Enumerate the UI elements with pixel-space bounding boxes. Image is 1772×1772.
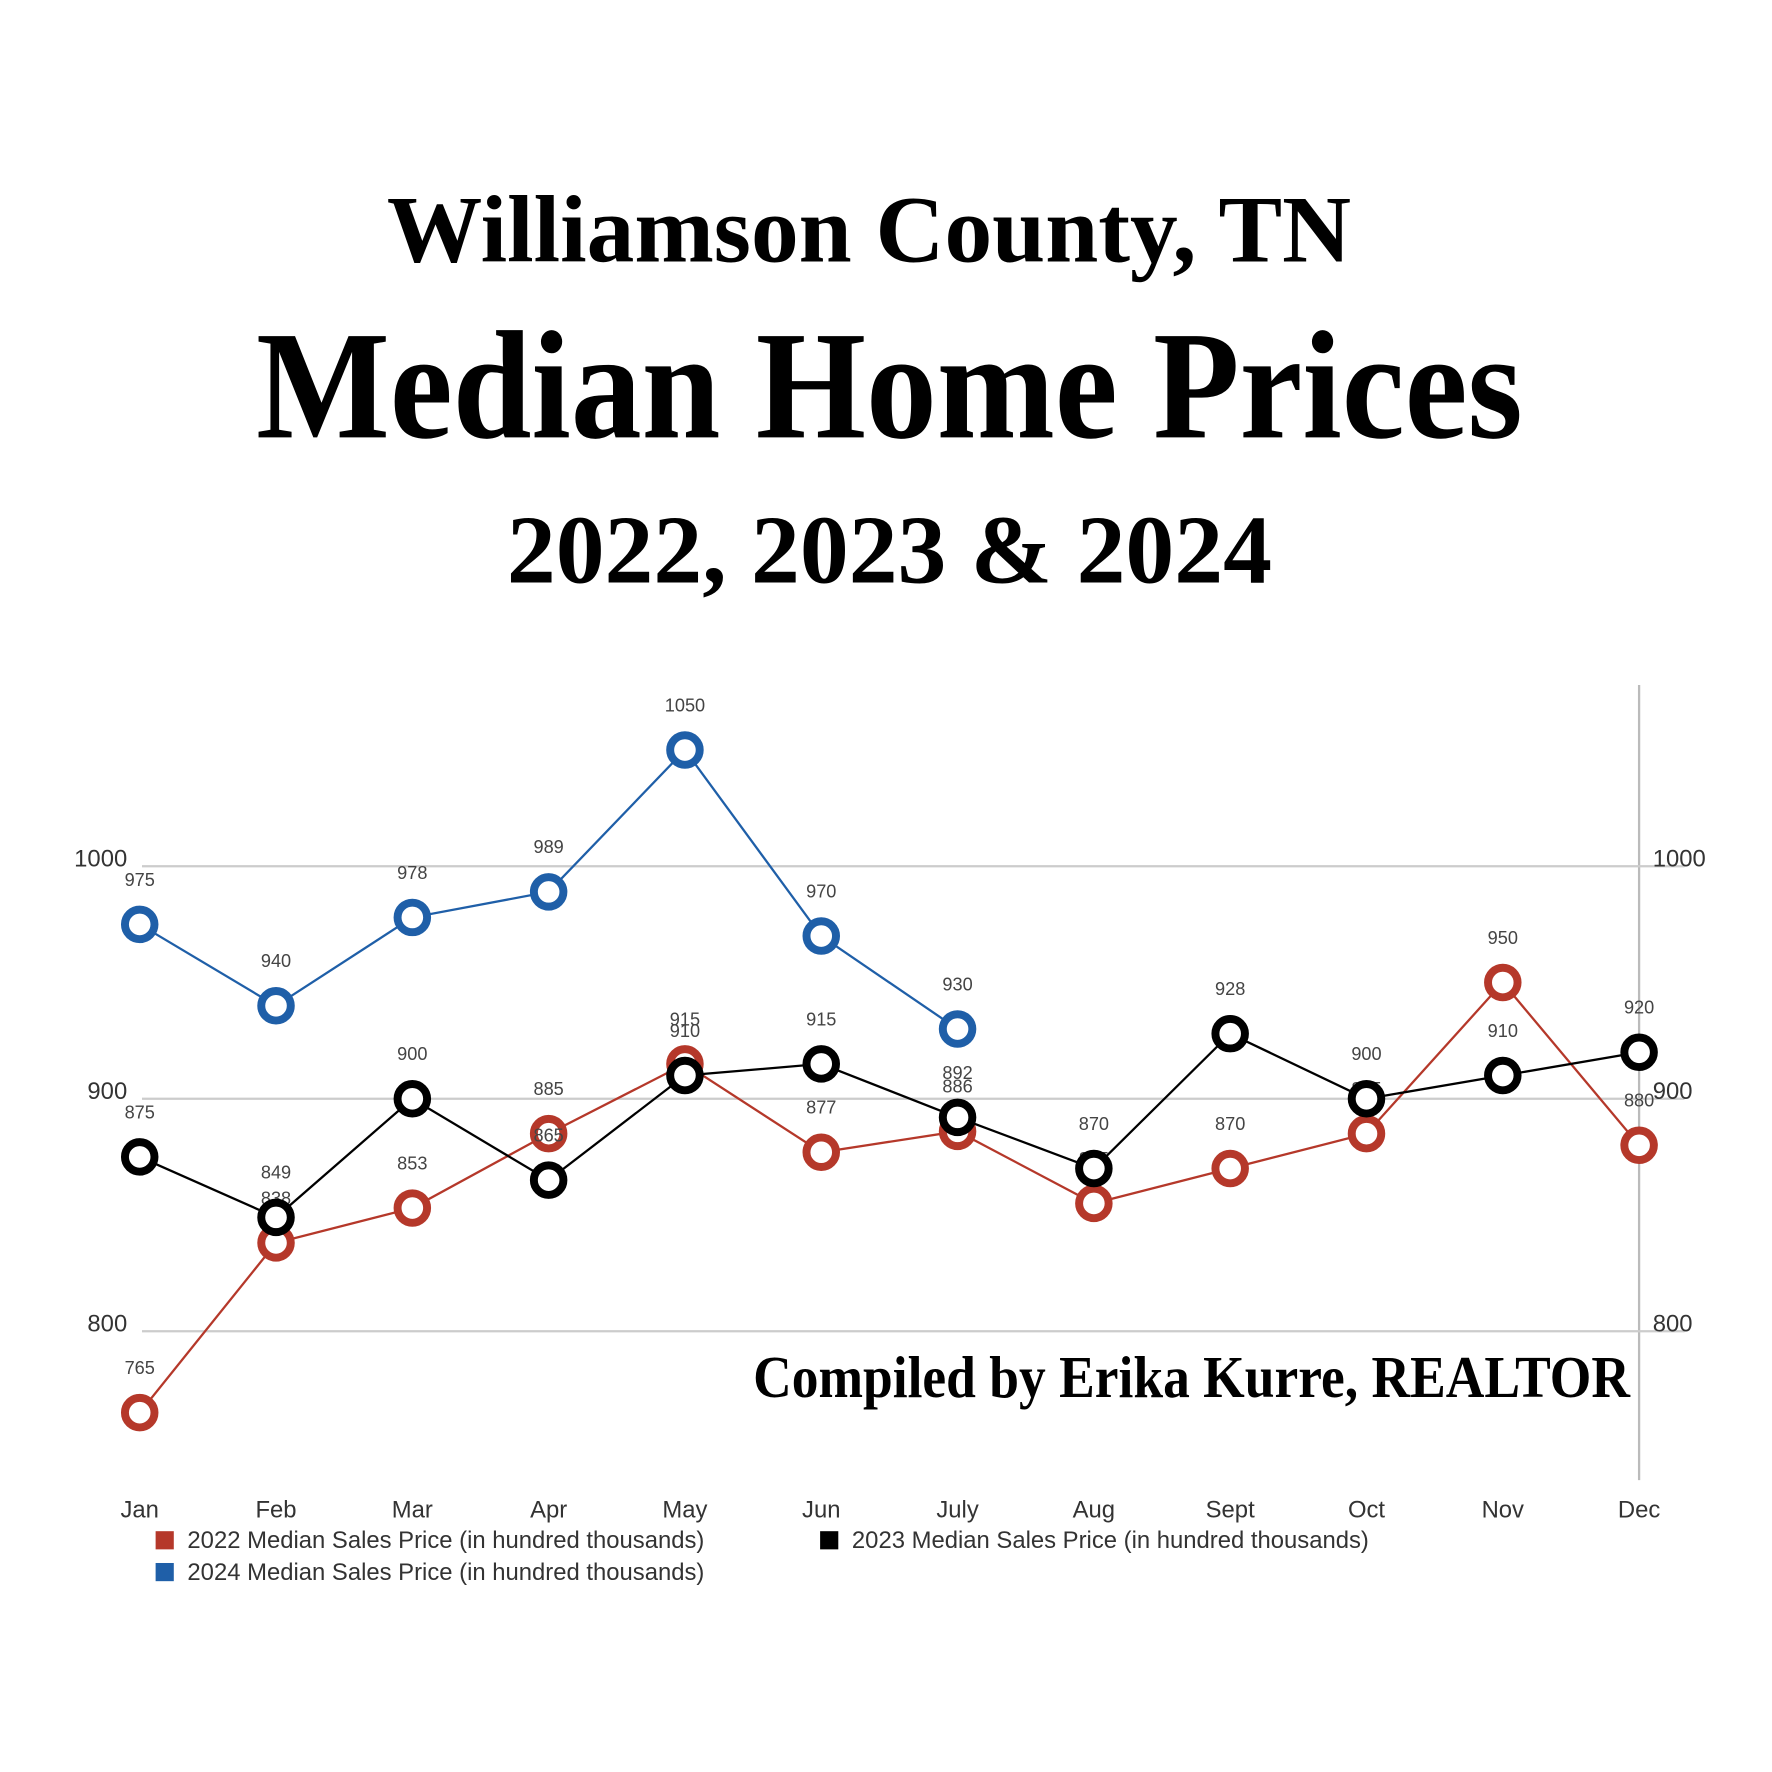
data-label: 915 (670, 1009, 700, 1029)
legend-swatch (155, 1531, 174, 1550)
data-label: 877 (806, 1098, 836, 1118)
series-line (139, 1032, 1640, 1219)
point (393, 1189, 432, 1227)
y-tick-label: 1000 (74, 845, 127, 872)
legend-swatch (820, 1531, 839, 1550)
point (1075, 1184, 1113, 1223)
data-label: 900 (397, 1044, 427, 1064)
point (938, 1010, 977, 1048)
x-tick-label: Dec (1618, 1497, 1660, 1524)
data-label: 940 (261, 951, 291, 971)
legend-label: 2024 Median Sales Price (in hundred thou… (187, 1559, 704, 1586)
data-label: 853 (397, 1153, 427, 1173)
point (529, 1161, 568, 1199)
data-label: 950 (1488, 928, 1518, 948)
x-tick-label: Feb (255, 1497, 296, 1524)
point (393, 898, 432, 937)
data-label: 765 (125, 1358, 155, 1378)
point (802, 1133, 840, 1172)
point (1211, 1014, 1249, 1053)
y2-tick-label: 900 (1653, 1078, 1693, 1105)
data-label: 1050 (665, 695, 705, 715)
point (938, 1098, 977, 1137)
y-tick-label: 800 (87, 1310, 127, 1337)
point (1347, 1114, 1386, 1153)
data-label: 870 (1079, 1114, 1109, 1134)
x-tick-label: Jan (120, 1497, 158, 1524)
point (529, 1114, 568, 1153)
data-label: 989 (533, 837, 563, 857)
chart-subtitle: Williamson County, TN (387, 176, 1351, 282)
data-label: 900 (1351, 1044, 1381, 1064)
point (1347, 1080, 1386, 1118)
x-tick-label: Oct (1348, 1497, 1385, 1524)
data-label: 975 (125, 870, 155, 890)
chart-title: Median Home Prices (256, 300, 1523, 471)
legend-swatch (155, 1562, 174, 1582)
data-label: 915 (806, 1009, 836, 1029)
chart-years: 2022, 2023 & 2024 (507, 497, 1272, 605)
point (120, 1138, 159, 1176)
point (1075, 1149, 1113, 1188)
data-label: 928 (1215, 979, 1245, 999)
x-tick-label: Mar (392, 1497, 433, 1524)
plot: 800 800 900 900 1000 1000 Jan Feb Mar Apr May Jun Ju… (74, 684, 1706, 1586)
data-label: 910 (670, 1021, 700, 1041)
data-label: 978 (397, 863, 427, 883)
point (257, 1198, 295, 1237)
point (1484, 963, 1522, 1002)
point (120, 905, 159, 944)
x-tick-label: Jun (802, 1497, 840, 1524)
y2-tick-label: 1000 (1653, 845, 1706, 872)
point (393, 1080, 432, 1118)
data-label: 870 (1215, 1114, 1245, 1134)
point (1620, 1033, 1658, 1072)
y2-tick-label: 800 (1653, 1310, 1693, 1337)
data-label: 886 (942, 1077, 972, 1097)
data-label: 892 (942, 1063, 972, 1083)
point (1620, 1126, 1658, 1165)
data-label: 885 (533, 1079, 563, 1099)
point (257, 987, 295, 1025)
point (802, 917, 840, 955)
point (666, 1056, 704, 1095)
data-label: 920 (1624, 998, 1654, 1018)
data-label: 849 (261, 1163, 291, 1183)
point (1484, 1056, 1522, 1095)
point (666, 731, 704, 769)
data-label: 910 (1488, 1021, 1518, 1041)
data-label: 865 (533, 1126, 563, 1146)
legend-label: 2022 Median Sales Price (in hundred thou… (187, 1527, 704, 1554)
point (529, 873, 568, 911)
point (1211, 1149, 1249, 1188)
series-line (138, 980, 1640, 1414)
x-tick-label: Aug (1073, 1497, 1115, 1524)
legend-label: 2023 Median Sales Price (in hundred thou… (852, 1527, 1369, 1554)
data-label: 930 (942, 974, 972, 994)
y-tick-label: 900 (87, 1078, 127, 1105)
x-tick-label: May (662, 1497, 707, 1524)
data-label: 880 (1624, 1091, 1654, 1111)
data-label: 970 (806, 881, 836, 901)
annotation: Compiled by Erika Kurre, REALTOR (753, 1344, 1631, 1410)
data-label: 875 (125, 1102, 155, 1122)
x-tick-label: Apr (530, 1497, 567, 1524)
x-tick-label: July (936, 1497, 978, 1524)
point (802, 1045, 840, 1083)
point (120, 1393, 159, 1432)
x-tick-label: Sept (1206, 1497, 1255, 1524)
x-tick-label: Nov (1482, 1497, 1524, 1524)
